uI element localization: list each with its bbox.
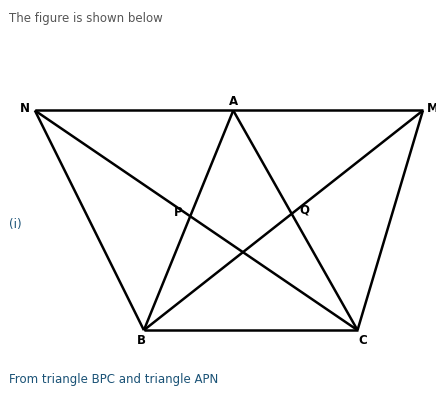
Text: N: N — [20, 102, 30, 115]
Text: Q: Q — [299, 204, 309, 217]
Text: (i): (i) — [9, 218, 21, 231]
Text: The figure is shown below: The figure is shown below — [9, 12, 163, 25]
Text: A: A — [229, 95, 238, 108]
Text: P: P — [174, 206, 182, 219]
Text: C: C — [358, 334, 367, 347]
Text: M: M — [427, 102, 436, 115]
Text: B: B — [136, 334, 146, 347]
Text: From triangle BPC and triangle APN: From triangle BPC and triangle APN — [9, 373, 218, 386]
